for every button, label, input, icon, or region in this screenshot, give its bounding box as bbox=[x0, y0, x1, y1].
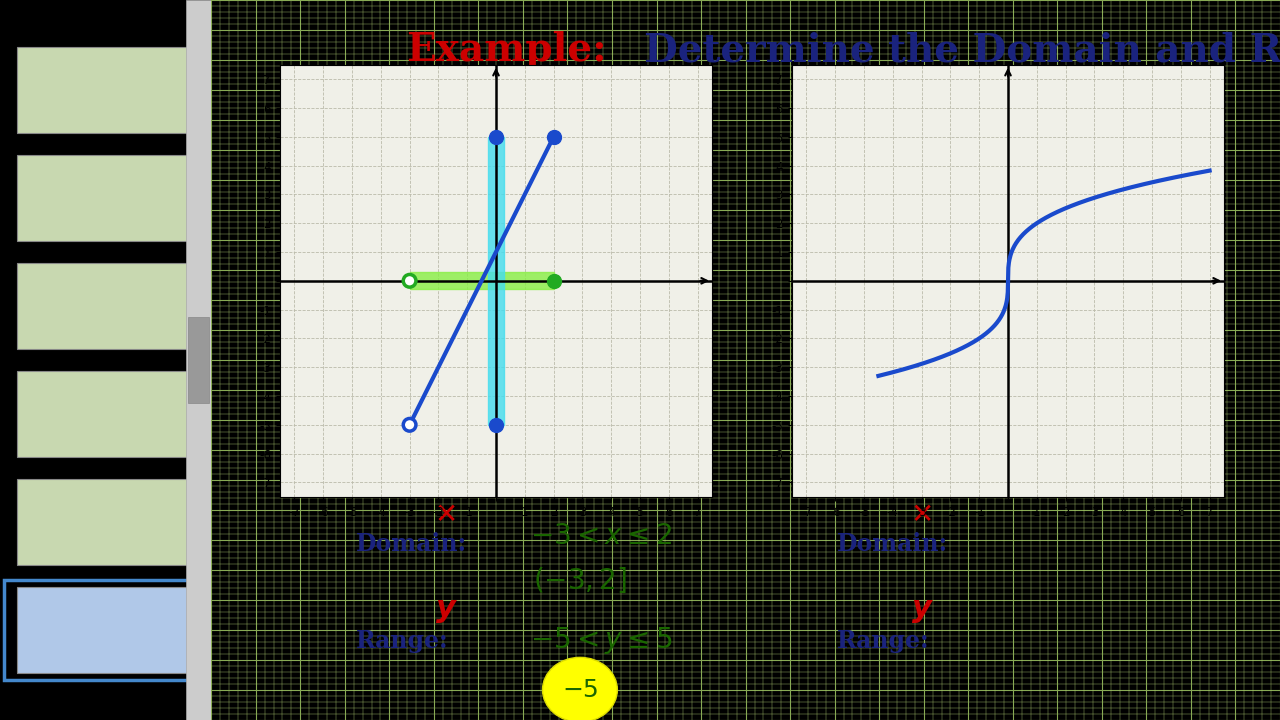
Text: $(-3, 2]$: $(-3, 2]$ bbox=[532, 564, 627, 595]
Text: Range:: Range: bbox=[836, 629, 929, 653]
Text: y: y bbox=[913, 594, 932, 623]
Bar bbox=[188, 317, 209, 403]
Bar bbox=[488, 137, 504, 425]
Text: Domain:: Domain: bbox=[356, 531, 467, 556]
Bar bbox=[410, 272, 553, 289]
Text: ✕: ✕ bbox=[435, 501, 458, 528]
Bar bbox=[17, 587, 195, 673]
Bar bbox=[186, 0, 211, 720]
Bar bbox=[17, 479, 195, 565]
Circle shape bbox=[403, 418, 416, 431]
Bar bbox=[4, 580, 207, 680]
Text: $-3 < x \leq 2$: $-3 < x \leq 2$ bbox=[530, 523, 672, 550]
Bar bbox=[17, 263, 195, 349]
Ellipse shape bbox=[543, 657, 617, 720]
Text: Domain:: Domain: bbox=[836, 531, 947, 556]
Circle shape bbox=[403, 274, 416, 287]
Text: y: y bbox=[436, 594, 456, 623]
Text: Range:: Range: bbox=[356, 629, 448, 653]
Bar bbox=[17, 47, 195, 133]
Text: Example:: Example: bbox=[406, 32, 607, 69]
Text: $-5 < y \leq 5$: $-5 < y \leq 5$ bbox=[530, 625, 673, 657]
Bar bbox=[17, 155, 195, 241]
Text: Determine the Domain and Range.: Determine the Domain and Range. bbox=[617, 31, 1280, 70]
Text: ✕: ✕ bbox=[910, 501, 933, 528]
Text: $-5$: $-5$ bbox=[562, 678, 598, 702]
Bar bbox=[17, 371, 195, 457]
